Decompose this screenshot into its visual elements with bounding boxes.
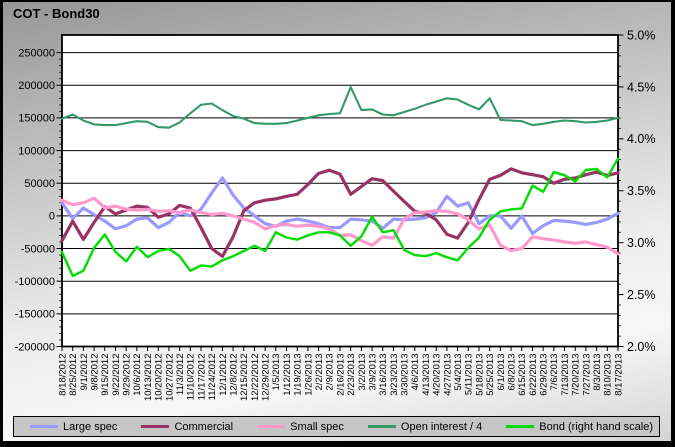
left-axis-tick-label: 0 [49,211,55,223]
x-axis-tick-label: 10/27/2012 [164,354,175,402]
x-axis-tick-label: 8/3/2013 [592,354,603,391]
right-axis-tick-label: 4.0% [627,132,656,146]
right-axis-tick-label: 4.5% [627,80,656,94]
left-axis-tick-label: 250000 [18,47,55,59]
legend-item-open-interest-4: Open interest / 4 [367,420,483,433]
x-axis-tick-label: 2/16/2013 [335,354,346,396]
legend-item-commercial: Commercial [141,421,233,433]
legend-swatch-commercial [141,425,170,428]
left-axis-tick-label: -100000 [15,276,55,288]
legend-swatch-small-spec [257,425,286,428]
right-axis-tick-label: 3.0% [627,236,656,250]
x-axis-tick-label: 6/29/2013 [539,354,550,396]
x-axis-tick-label: 10/13/2012 [143,354,154,402]
x-axis-tick-label: 9/29/2012 [122,354,133,396]
legend-swatch-large-spec [30,425,58,428]
legend-item-bond-right-hand-scale: Bond (right hand scale) [506,421,653,433]
x-axis-tick-label: 4/27/2013 [442,354,453,396]
left-axis-tick-label: -150000 [15,309,55,321]
series-line-commercial [60,167,620,258]
legend-label-commercial: Commercial [174,420,234,433]
left-axis-tick-label: 50000 [24,178,55,190]
x-axis-tick-label: 8/25/2012 [68,354,79,396]
legend-label-small-spec: Small spec [290,420,344,433]
left-axis-tick-label: -200000 [15,341,55,353]
x-axis-tick-label: 3/23/2013 [389,354,400,396]
x-axis-tick-label: 4/20/2013 [432,354,443,396]
x-axis-tick-label: 11/17/2012 [196,354,207,401]
x-axis-tick-label: 3/30/2013 [400,354,411,396]
legend-label-large-spec: Large spec [63,420,118,433]
chart-legend: Large spec Commercial Small spec Open inter… [13,416,660,437]
right-axis-tick-label: 5.0% [627,28,656,42]
series-line-large-spec [60,176,620,236]
x-axis-tick-label: 5/4/2013 [453,354,464,391]
x-axis-tick-label: 5/25/2013 [485,354,496,396]
x-axis-tick-label: 9/1/2012 [79,354,90,391]
chart-title: COT - Bond30 [13,6,100,21]
plot-area [62,35,618,347]
x-axis-tick-label: 7/6/2013 [549,354,560,391]
series-line-open-interest-4 [60,86,620,129]
x-axis-tick-label: 11/10/2012 [186,354,197,401]
x-axis-tick-label: 12/8/2012 [228,354,239,396]
x-axis-tick-label: 10/20/2012 [154,354,165,402]
x-axis-tick-label: 3/9/2013 [367,354,378,391]
x-axis-tick-label: 7/13/2013 [560,354,571,396]
legend-item-small-spec: Small spec [257,421,344,433]
x-axis-tick-label: 7/20/2013 [571,354,582,396]
x-axis-tick-label: 1/19/2013 [293,354,304,396]
x-axis-tick-label: 8/17/2013 [613,354,624,396]
x-axis-tick-label: 9/8/2012 [89,354,100,391]
x-axis-tick-label: 6/15/2013 [517,354,528,396]
x-axis-tick-label: 12/29/2012 [261,354,272,402]
legend-swatch-open-interest-4 [367,425,396,428]
x-axis-tick-label: 2/9/2013 [325,354,336,391]
x-axis-tick-label: 1/12/2013 [282,354,293,396]
left-axis-tick-label: 100000 [18,145,55,157]
x-axis-tick-label: 5/18/2013 [474,354,485,396]
x-axis-tick-label: 4/13/2013 [421,354,432,396]
x-axis-tick-label: 9/15/2012 [100,354,111,396]
right-axis-tick-label: 2.0% [627,340,656,354]
x-axis-tick-label: 5/11/2013 [464,354,475,396]
x-axis-tick-label: 12/22/2012 [250,354,261,402]
x-axis-tick-label: 12/1/2012 [218,354,229,396]
x-axis-tick-label: 1/5/2013 [271,354,282,391]
x-axis-tick-label: 8/18/2012 [57,354,68,396]
x-axis-tick-label: 11/24/2012 [207,354,218,401]
left-axis-tick-label: 150000 [18,113,55,125]
x-axis-tick-label: 2/23/2013 [346,354,357,396]
x-axis-tick-label: 8/10/2013 [603,354,614,396]
legend-item-large-spec: Large spec [30,421,117,433]
plot-frame [61,34,619,348]
legend-label-open-interest-4: Open interest / 4 [400,420,483,433]
x-axis-tick-label: 4/6/2013 [410,354,421,391]
x-axis-tick-label: 6/8/2013 [506,354,517,391]
series-line-bond-right-hand-scale [60,157,620,278]
x-axis-tick-label: 10/6/2012 [132,354,143,396]
legend-label-bond-right-hand-scale: Bond (right hand scale) [539,420,653,433]
x-axis-tick-label: 3/2/2013 [357,354,368,391]
x-axis-tick-label: 2/2/2013 [314,354,325,391]
x-axis-tick-label: 11/3/2012 [175,354,186,396]
left-axis-tick-label: 200000 [18,80,55,92]
x-axis-tick-label: 7/27/2013 [581,354,592,396]
right-axis-tick-label: 2.5% [627,288,656,302]
x-axis-tick-label: 3/16/2013 [378,354,389,396]
x-axis-tick-label: 12/15/2012 [239,354,250,402]
right-axis-tick-label: 3.5% [627,184,656,198]
x-axis-tick-label: 6/1/2013 [496,354,507,391]
x-axis-tick-label: 6/22/2013 [528,354,539,396]
x-axis-tick-label: 1/26/2013 [303,354,314,396]
legend-swatch-bond-right-hand-scale [506,425,535,428]
left-axis-tick-label: -50000 [21,243,55,255]
x-axis-tick-label: 9/22/2012 [111,354,122,396]
